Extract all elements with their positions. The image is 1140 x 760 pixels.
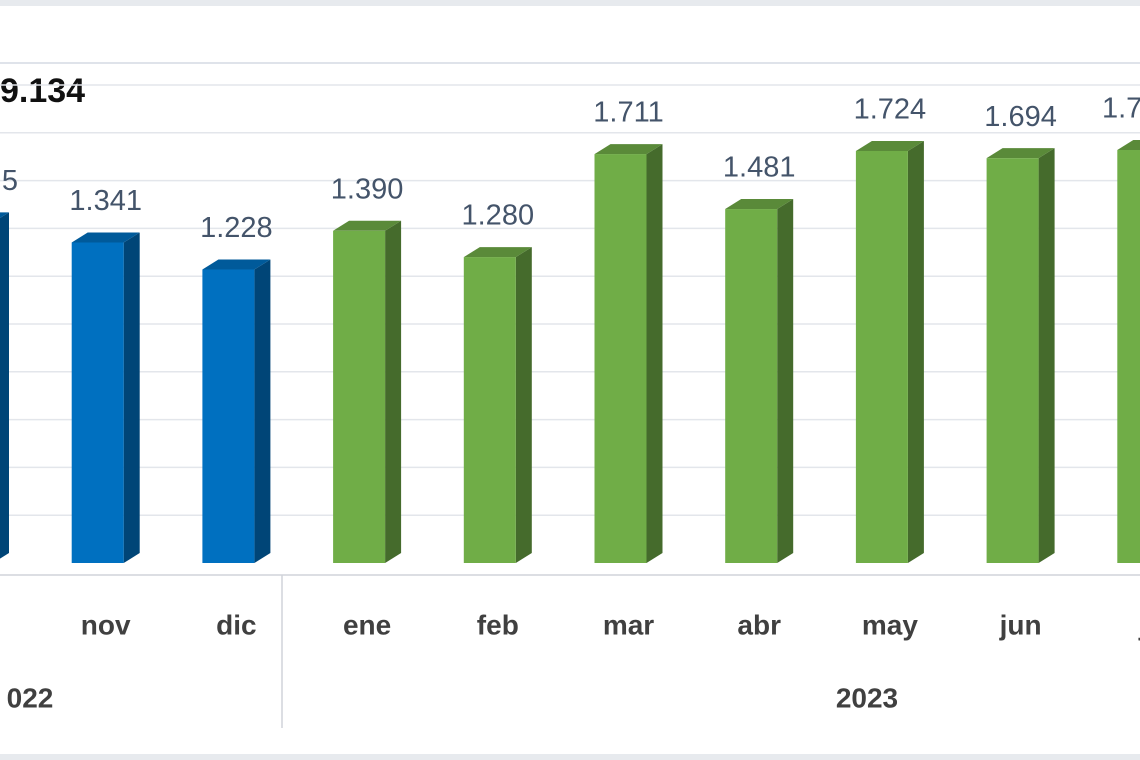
bar-top	[0, 212, 9, 219]
x-tick-label: abr	[737, 609, 781, 640]
value-label: 5	[2, 165, 18, 197]
x-tick-label: mar	[603, 609, 654, 640]
value-label: 1.694	[984, 101, 1057, 133]
bar-top	[1117, 140, 1140, 151]
bar	[333, 230, 386, 564]
bar-side	[1038, 148, 1055, 563]
x-tick-label: dic	[216, 609, 256, 640]
bar-top	[725, 199, 794, 210]
bar	[202, 269, 255, 563]
x-tick-label: feb	[477, 609, 519, 640]
bar	[855, 150, 908, 564]
bar	[71, 242, 124, 563]
group-label: 2023	[836, 682, 898, 713]
chart-background	[0, 6, 1140, 754]
bar-side	[0, 212, 9, 559]
bar-top	[333, 220, 402, 231]
bar	[594, 154, 647, 564]
value-label: 1.228	[200, 212, 273, 244]
value-label: 1.390	[331, 173, 404, 205]
x-tick-label: jun	[999, 609, 1042, 640]
bar-side	[385, 220, 402, 564]
bar	[463, 257, 516, 563]
bar-side	[515, 247, 532, 563]
bar-side	[777, 199, 794, 563]
bar-top	[594, 144, 663, 155]
bar	[725, 209, 778, 563]
bar-top	[463, 247, 532, 258]
bar-top	[986, 148, 1055, 159]
value-label: 1.481	[723, 152, 796, 184]
value-label: 1.724	[854, 94, 927, 126]
bar-side	[907, 140, 924, 564]
chart-title: 9.134	[0, 72, 85, 110]
bar	[1117, 150, 1140, 563]
bar-side	[254, 259, 271, 563]
value-label: 1.341	[69, 185, 142, 217]
x-tick-label: ene	[343, 609, 391, 640]
value-label: 1.7	[1102, 93, 1140, 125]
group-label: 022	[7, 682, 54, 713]
bar	[986, 158, 1039, 563]
bar-side	[123, 232, 140, 563]
bar-top	[71, 232, 140, 243]
x-tick-label: ju	[1138, 609, 1140, 640]
bar-side	[646, 144, 663, 564]
value-label: 1.280	[462, 200, 535, 232]
bar-top	[202, 259, 271, 270]
x-tick-label: may	[862, 609, 918, 640]
bar-top	[855, 140, 924, 151]
x-tick-label: nov	[81, 609, 131, 640]
value-label: 1.711	[593, 97, 663, 129]
